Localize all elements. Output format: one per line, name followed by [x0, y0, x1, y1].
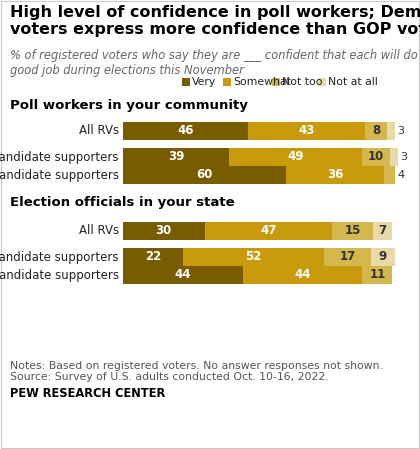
Text: Rep candidate supporters: Rep candidate supporters — [0, 150, 119, 163]
Text: High level of confidence in poll workers; Democratic
voters express more confide: High level of confidence in poll workers… — [10, 5, 420, 37]
Bar — [390, 148, 398, 166]
Text: 17: 17 — [339, 251, 355, 264]
Bar — [272, 78, 280, 86]
Text: Dem candidate supporters: Dem candidate supporters — [0, 168, 119, 181]
Text: % of registered voters who say they are ___ confident that each will do a
good j: % of registered voters who say they are … — [10, 49, 420, 77]
Text: 11: 11 — [369, 269, 386, 282]
Text: All RVs: All RVs — [79, 224, 119, 238]
Bar — [123, 248, 183, 266]
Text: Somewhat: Somewhat — [233, 77, 291, 87]
Bar — [365, 122, 387, 140]
Text: 4: 4 — [397, 170, 404, 180]
Text: Dem candidate supporters: Dem candidate supporters — [0, 269, 119, 282]
Bar — [123, 266, 243, 284]
Bar — [182, 78, 190, 86]
Bar — [243, 266, 362, 284]
Bar — [205, 222, 333, 240]
Bar — [318, 78, 326, 86]
Text: 44: 44 — [294, 269, 311, 282]
Text: 9: 9 — [379, 251, 387, 264]
Bar — [183, 248, 324, 266]
Bar — [123, 122, 248, 140]
Bar — [362, 266, 392, 284]
Text: 36: 36 — [327, 168, 343, 181]
Text: 10: 10 — [368, 150, 384, 163]
Text: 44: 44 — [175, 269, 191, 282]
Bar — [123, 148, 229, 166]
Text: 46: 46 — [177, 124, 194, 137]
Text: 49: 49 — [287, 150, 304, 163]
Bar — [387, 122, 395, 140]
Text: 3: 3 — [400, 152, 407, 162]
Text: Notes: Based on registered voters. No answer responses not shown.: Notes: Based on registered voters. No an… — [10, 361, 383, 371]
Bar — [362, 148, 390, 166]
Text: 3: 3 — [397, 126, 404, 136]
Text: 7: 7 — [379, 224, 387, 238]
Text: All RVs: All RVs — [79, 124, 119, 137]
Bar — [229, 148, 362, 166]
Text: Not at all: Not at all — [328, 77, 378, 87]
Bar — [333, 222, 373, 240]
Text: Source: Survey of U.S. adults conducted Oct. 10-16, 2022.: Source: Survey of U.S. adults conducted … — [10, 372, 328, 382]
Text: 8: 8 — [372, 124, 380, 137]
Bar — [286, 166, 384, 184]
Bar — [324, 248, 370, 266]
Bar — [123, 222, 205, 240]
Text: 47: 47 — [260, 224, 277, 238]
Text: 52: 52 — [245, 251, 262, 264]
Text: PEW RESEARCH CENTER: PEW RESEARCH CENTER — [10, 387, 165, 400]
Text: 60: 60 — [197, 168, 213, 181]
Text: 22: 22 — [145, 251, 161, 264]
Text: Election officials in your state: Election officials in your state — [10, 196, 235, 209]
Text: Rep candidate supporters: Rep candidate supporters — [0, 251, 119, 264]
Bar — [123, 166, 286, 184]
Text: 30: 30 — [156, 224, 172, 238]
Text: Poll workers in your community: Poll workers in your community — [10, 99, 248, 112]
Text: Not too: Not too — [282, 77, 323, 87]
Text: 43: 43 — [299, 124, 315, 137]
Text: 39: 39 — [168, 150, 184, 163]
Bar — [248, 122, 365, 140]
Bar — [373, 222, 392, 240]
Text: Very: Very — [192, 77, 216, 87]
Text: 15: 15 — [345, 224, 361, 238]
Bar — [223, 78, 231, 86]
Bar — [384, 166, 395, 184]
Bar — [370, 248, 395, 266]
